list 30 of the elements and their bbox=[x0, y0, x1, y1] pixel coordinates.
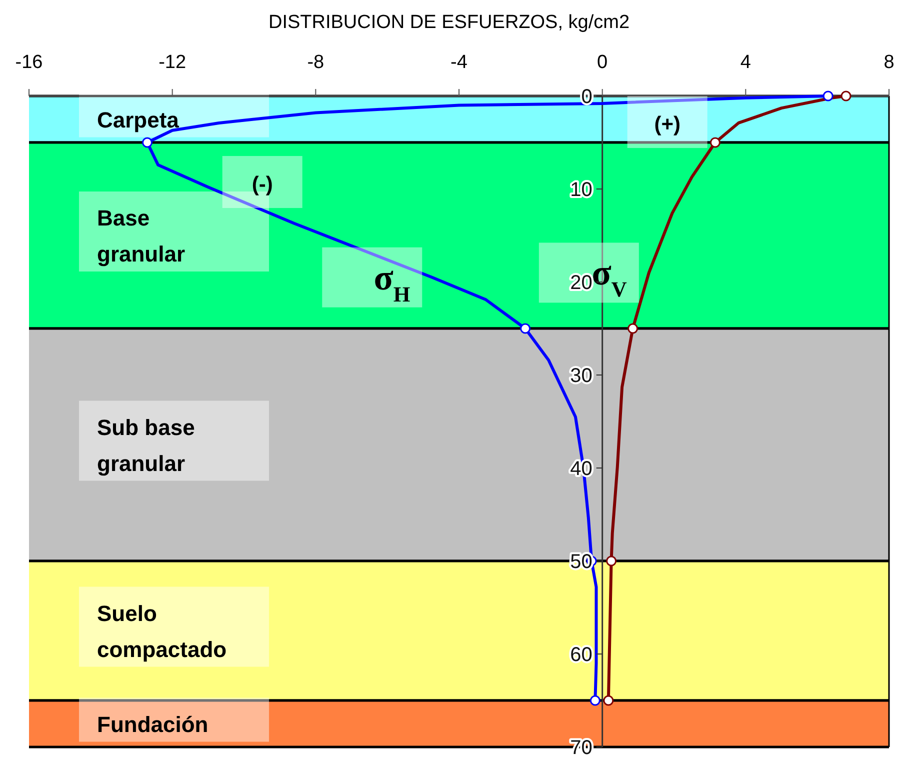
annotation: (-) bbox=[252, 173, 273, 196]
annotation: (+) bbox=[654, 113, 680, 136]
band-label: Base granular bbox=[97, 206, 186, 266]
series-label: σ$_{V}$ bbox=[592, 252, 628, 302]
band-label: Suelo compactado bbox=[97, 600, 227, 662]
point bbox=[142, 137, 152, 148]
y-tick-label: 10 bbox=[570, 179, 592, 201]
band-label: Fundación bbox=[97, 712, 208, 737]
x-tick-label: 4 bbox=[740, 52, 752, 73]
point bbox=[822, 90, 834, 102]
x-tick-label: -12 bbox=[158, 52, 186, 73]
x-tick-label: -4 bbox=[450, 52, 468, 73]
point bbox=[628, 323, 638, 334]
y-tick-label: 60 bbox=[570, 644, 592, 666]
band-label: Carpeta bbox=[97, 107, 180, 132]
x-tick-label: 8 bbox=[884, 52, 894, 73]
x-tick-label: -8 bbox=[307, 52, 324, 73]
y-tick-label: 20 bbox=[570, 272, 592, 294]
y-tick-label: 30 bbox=[570, 365, 592, 387]
point bbox=[710, 137, 720, 148]
x-tick-label: 0 bbox=[597, 52, 608, 73]
series-label: σ$_{H}$ bbox=[374, 257, 410, 306]
point bbox=[590, 695, 600, 706]
point bbox=[603, 695, 614, 706]
point bbox=[520, 323, 531, 334]
point bbox=[840, 90, 852, 102]
x-tick-label: -16 bbox=[15, 52, 43, 73]
band-label: Sub base granular bbox=[97, 414, 195, 476]
x-axis-title: DISTRIBUCION DE ESFUERZOS, kg/cm2 bbox=[268, 12, 630, 33]
point bbox=[606, 556, 617, 566]
